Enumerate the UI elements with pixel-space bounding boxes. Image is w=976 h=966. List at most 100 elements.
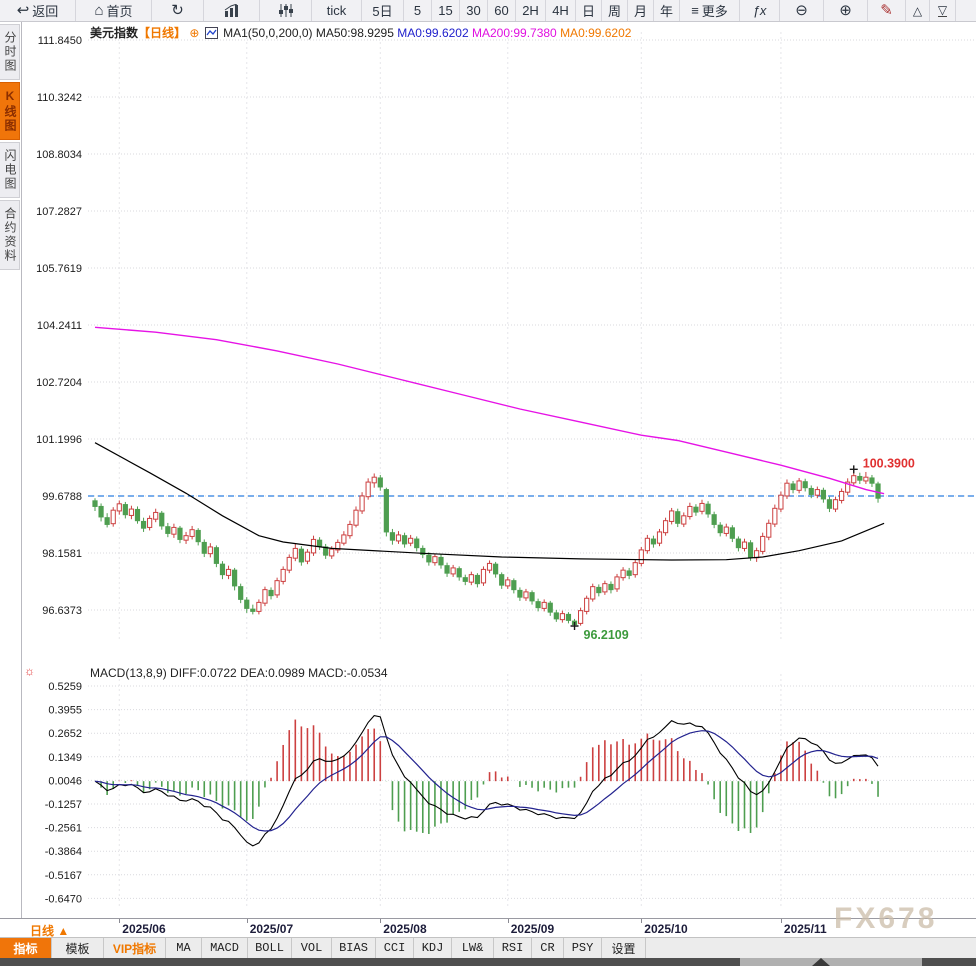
ma50-line (94, 442, 885, 561)
period-5-button[interactable]: 5 (404, 0, 432, 21)
annotations: 100.3900 96.2109 (570, 456, 915, 642)
zoom-out-icon: ⊖ (795, 2, 808, 19)
bottom-tab-CR[interactable]: CR (532, 938, 564, 958)
bottom-tab-MACD[interactable]: MACD (202, 938, 248, 958)
volume-sliders-icon (278, 4, 293, 17)
current-period-label[interactable]: 日线 ▲ (30, 924, 70, 938)
scrollbar-thumb[interactable] (740, 958, 922, 966)
month-tick-mark (119, 919, 121, 923)
toolbar-item-label: 5日 (372, 4, 393, 19)
macd-settings-icon[interactable]: ☼ (24, 664, 35, 678)
pencil-icon: ✎ (880, 2, 893, 19)
toolbar-item-label: 2H (522, 3, 539, 18)
triangle-up-icon: △ (912, 3, 923, 18)
price-axis-label: 107.2827 (36, 206, 82, 218)
zoom-in-icon: ⊕ (839, 2, 852, 19)
period-4h-button[interactable]: 4H (546, 0, 576, 21)
toolbar-item-label: 15 (438, 3, 453, 18)
ma0-blue-value: MA0:99.6202 (397, 26, 469, 40)
price-axis-label: 108.8034 (36, 149, 82, 161)
indicator-fx-button[interactable]: ƒx (740, 0, 780, 21)
ma-chart-icon[interactable] (204, 27, 218, 42)
macd-axis-label: 0.5259 (48, 681, 82, 693)
macd-axis-label: -0.5167 (45, 870, 82, 882)
volume-mode-button[interactable] (260, 0, 312, 21)
triangle-down-button[interactable]: ▽ (930, 0, 956, 21)
period-year-button[interactable]: 年 (654, 0, 680, 21)
period-30-button[interactable]: 30 (460, 0, 488, 21)
draw-pencil-button[interactable]: ✎ (868, 0, 906, 21)
refresh-button[interactable]: ↻ (152, 0, 204, 21)
y-axis-labels: 111.8450 110.3242 108.8034 107.2827 105.7619… (36, 35, 82, 905)
diff-line (94, 714, 879, 847)
sidebar-tab-0[interactable]: 分时图 (0, 24, 20, 80)
expand-icon[interactable]: ⊕ (189, 26, 200, 40)
macd-axis-label: 0.0046 (48, 775, 82, 787)
macd-axis-label: -0.3864 (45, 846, 82, 858)
bottom-tab-BOLL[interactable]: BOLL (248, 938, 292, 958)
menu-icon: ≡ (691, 3, 699, 18)
bottom-tab-KDJ[interactable]: KDJ (414, 938, 452, 958)
toolbar-item-label: 4H (552, 3, 569, 18)
sidebar-tab-1[interactable]: K线图 (0, 82, 20, 140)
macd-lines (94, 714, 879, 847)
month-tick-mark (780, 919, 782, 923)
bottom-tab-设置[interactable]: 设置 (602, 938, 646, 958)
bottom-tab-RSI[interactable]: RSI (494, 938, 532, 958)
macd-main-text: MACD(13,8,9) DIFF:0.0722 (90, 666, 237, 680)
period-tick-button[interactable]: tick (312, 0, 362, 21)
toolbar-item-label: 月 (633, 4, 647, 19)
period-5d-button[interactable]: 5日 (362, 0, 404, 21)
triangle-up-button[interactable]: △ (906, 0, 930, 21)
more-menu-button[interactable]: ≡ 更多 (680, 0, 740, 21)
period-60-button[interactable]: 60 (488, 0, 516, 21)
back-icon: ↩ (16, 2, 30, 19)
bottom-scrollbar[interactable] (0, 958, 976, 966)
toolbar-item-label: 周 (607, 4, 621, 19)
toolbar-item-label: tick (326, 3, 347, 18)
bottom-tab-模板[interactable]: 模板 (52, 938, 104, 958)
extreme-cross-marker (849, 465, 858, 474)
bar-chart-mode-button[interactable] (204, 0, 260, 21)
month-tick-mark (641, 919, 643, 923)
scrollbar-grip-icon[interactable] (812, 958, 830, 966)
ma200-value: MA200:99.7380 (471, 26, 557, 40)
zoom-in-button[interactable]: ⊕ (824, 0, 868, 21)
bottom-tab-PSY[interactable]: PSY (564, 938, 602, 958)
indicator-tab-bar: 指标 模板 VIP指标 MA MACD BOLL VOL BIAS CCI KDJ LW& RSI CR… (0, 937, 976, 958)
home-button[interactable]: ⌂ 首页 (76, 0, 152, 21)
period-2h-button[interactable]: 2H (516, 0, 546, 21)
bar-chart-icon (224, 4, 238, 17)
bottom-tab-CCI[interactable]: CCI (376, 938, 414, 958)
macd-axis-label: 0.3955 (48, 705, 82, 717)
bottom-tab-VOL[interactable]: VOL (292, 938, 332, 958)
bottom-tab-LW&[interactable]: LW& (452, 938, 494, 958)
triangle-down-icon: ▽ (937, 3, 948, 17)
price-axis-label: 102.7204 (36, 377, 82, 389)
toolbar-item-label: 30 (466, 3, 481, 18)
month-tick-mark (507, 919, 509, 923)
toolbar-item-label: 更多 (701, 4, 728, 19)
candlestick-macd-chart[interactable]: 100.390096.2109111.8450110.3242108.80341… (22, 22, 976, 918)
bottom-tab-指标[interactable]: 指标 (0, 938, 52, 958)
back-button[interactable]: ↩ 返回 (0, 0, 76, 21)
chart-region: 100.3900 96.2109 111.8450 110.3242 108.8034 1… (22, 22, 976, 935)
period-month-button[interactable]: 月 (628, 0, 654, 21)
sidebar-tab-3[interactable]: 合约资料 (0, 200, 20, 270)
period-15-button[interactable]: 15 (432, 0, 460, 21)
sidebar-tab-2[interactable]: 闪电图 (0, 142, 20, 198)
month-label-2025/11: 2025/11 (783, 922, 827, 936)
bottom-tab-VIP指标[interactable]: VIP指标 (104, 938, 166, 958)
ma0-orange-value: MA0:99.6202 (560, 26, 632, 40)
period-week-button[interactable]: 周 (602, 0, 628, 21)
bottom-tab-MA[interactable]: MA (166, 938, 202, 958)
toolbar-item-label: 60 (494, 3, 509, 18)
bottom-tab-BIAS[interactable]: BIAS (332, 938, 376, 958)
period-day-button[interactable]: 日 (576, 0, 602, 21)
macd-axis-label: -0.2561 (45, 823, 82, 835)
toolbar-item-label: 年 (659, 4, 673, 19)
month-label-2025/07: 2025/07 (249, 922, 294, 936)
toolbar-item-label: 5 (413, 3, 422, 18)
gridlines (88, 32, 976, 906)
zoom-out-button[interactable]: ⊖ (780, 0, 824, 21)
